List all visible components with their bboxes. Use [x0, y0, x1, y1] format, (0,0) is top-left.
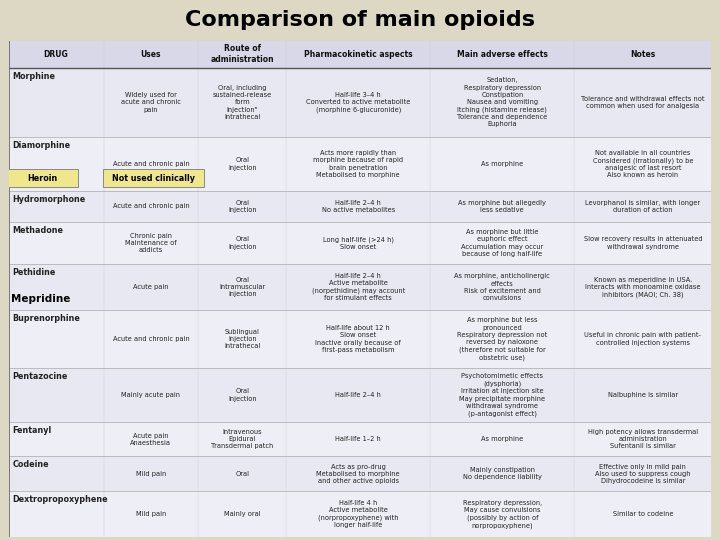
Text: Acute pain: Acute pain	[133, 284, 168, 290]
Text: Sedation,
Respiratory depression
Constipation
Nausea and vomiting
Itching (hista: Sedation, Respiratory depression Constip…	[457, 77, 547, 127]
Text: Oral
Injection: Oral Injection	[228, 200, 256, 213]
Text: Methadone: Methadone	[12, 226, 63, 235]
Text: Half-life 4 h
Active metabolite
(norpropoxyphene) with
longer half-life: Half-life 4 h Active metabolite (norprop…	[318, 500, 398, 528]
Text: Acute and chronic pain: Acute and chronic pain	[112, 204, 189, 210]
Bar	[9, 191, 711, 222]
Text: Mepridine: Mepridine	[11, 294, 70, 305]
Text: Notes: Notes	[630, 50, 655, 59]
Text: Buprenorphine: Buprenorphine	[12, 314, 80, 323]
Text: As morphine: As morphine	[481, 436, 523, 442]
Text: Tolerance and withdrawal effects not
common when used for analgesia: Tolerance and withdrawal effects not com…	[581, 96, 705, 109]
Text: Half-life 2–4 h: Half-life 2–4 h	[336, 392, 381, 398]
Text: Diamorphine: Diamorphine	[12, 141, 71, 150]
Text: As morphine but allegedly
less sedative: As morphine but allegedly less sedative	[459, 200, 546, 213]
Bar	[9, 456, 711, 491]
Text: Main adverse effects: Main adverse effects	[457, 50, 548, 59]
Text: Dextropropoxyphene: Dextropropoxyphene	[12, 495, 108, 504]
Text: Mild pain: Mild pain	[136, 511, 166, 517]
Text: Half-life about 12 h
Slow onset
Inactive orally because of
first-pass metabolism: Half-life about 12 h Slow onset Inactive…	[315, 325, 401, 353]
Text: DRUG: DRUG	[44, 50, 68, 59]
Text: Useful in chronic pain with patient-
controlled injection systems: Useful in chronic pain with patient- con…	[585, 333, 701, 346]
Bar	[9, 491, 711, 537]
Text: Heroin: Heroin	[27, 174, 58, 183]
Text: Oral
Injection: Oral Injection	[228, 237, 256, 249]
Text: Acts more rapidly than
morphine because of rapid
brain penetration
Metabolised t: Acts more rapidly than morphine because …	[313, 150, 403, 178]
Text: Pharmacokinetic aspects: Pharmacokinetic aspects	[304, 50, 413, 59]
Text: As morphine but less
pronounced
Respiratory depression not
reversed by naloxone
: As morphine but less pronounced Respirat…	[457, 318, 547, 361]
Text: Mainly oral: Mainly oral	[224, 511, 261, 517]
FancyBboxPatch shape	[103, 169, 204, 187]
Text: Route of
administration: Route of administration	[210, 44, 274, 64]
Bar	[9, 40, 711, 68]
Text: Not available in all countries
Considered (irrationally) to be
analgesic of last: Not available in all countries Considere…	[593, 150, 693, 178]
Text: As morphine but little
euphoric effect
Accumulation may occur
because of long ha: As morphine but little euphoric effect A…	[462, 229, 544, 257]
Bar	[9, 310, 711, 368]
Text: Nalbuphine is similar: Nalbuphine is similar	[608, 392, 678, 398]
Text: Half-life 3–4 h
Converted to active metabolite
(morphine 6-glucuronide): Half-life 3–4 h Converted to active meta…	[306, 92, 410, 113]
Text: Long half-life (>24 h)
Slow onset: Long half-life (>24 h) Slow onset	[323, 236, 394, 250]
Text: Half-life 2–4 h
No active metabolites: Half-life 2–4 h No active metabolites	[322, 200, 395, 213]
Text: Sublingual
Injection
Intrathecal: Sublingual Injection Intrathecal	[224, 329, 261, 349]
Text: Respiratory depression,
May cause convulsions
(possibly by action of
norpropoxyp: Respiratory depression, May cause convul…	[463, 500, 542, 529]
Bar	[9, 422, 711, 456]
Text: Oral
Injection: Oral Injection	[228, 157, 256, 171]
FancyBboxPatch shape	[8, 169, 78, 187]
Text: Oral: Oral	[235, 471, 249, 477]
Text: Oral
Injection: Oral Injection	[228, 388, 256, 402]
Text: Widely used for
acute and chronic
pain: Widely used for acute and chronic pain	[121, 92, 181, 113]
Text: Psychotomimetic effects
(dysphoria)
Irritation at injection site
May precipitate: Psychotomimetic effects (dysphoria) Irri…	[459, 373, 545, 416]
Text: Fentanyl: Fentanyl	[12, 426, 51, 435]
Text: Mainly acute pain: Mainly acute pain	[122, 392, 181, 398]
Text: Mild pain: Mild pain	[136, 471, 166, 477]
Text: Intravenous
Epidural
Transdermal patch: Intravenous Epidural Transdermal patch	[211, 429, 274, 449]
Text: Oral, including
sustained-release
form
Injectionᵃ
Intrathecal: Oral, including sustained-release form I…	[212, 85, 272, 120]
Text: High potency allows transdermal
administration
Sufentanil is similar: High potency allows transdermal administ…	[588, 429, 698, 449]
Text: Acute and chronic pain: Acute and chronic pain	[112, 336, 189, 342]
Text: Acts as pro-drug
Metabolised to morphine
and other active opioids: Acts as pro-drug Metabolised to morphine…	[316, 463, 400, 484]
Text: Levorphanol is similar, with longer
duration of action: Levorphanol is similar, with longer dura…	[585, 200, 701, 213]
Text: Slow recovery results in attenuated
withdrawal syndrome: Slow recovery results in attenuated with…	[583, 237, 702, 249]
Bar	[9, 137, 711, 191]
Text: Uses: Uses	[140, 50, 161, 59]
Text: Pentazocine: Pentazocine	[12, 372, 68, 381]
Text: Codeine: Codeine	[12, 461, 49, 469]
Bar	[9, 368, 711, 422]
Text: Oral
Intramuscular
injection: Oral Intramuscular injection	[219, 277, 266, 298]
Text: Pethidine: Pethidine	[12, 268, 55, 277]
Bar	[9, 68, 711, 137]
Text: Half-life 2–4 h
Active metabolite
(norpethidine) may account
for stimulant effec: Half-life 2–4 h Active metabolite (norpe…	[312, 273, 405, 301]
Text: Similar to codeine: Similar to codeine	[613, 511, 673, 517]
Text: Comparison of main opioids: Comparison of main opioids	[185, 10, 535, 30]
Bar	[9, 264, 711, 310]
Text: Morphine: Morphine	[12, 72, 55, 81]
Text: As morphine, anticholinergic
effects
Risk of excitement and
convulsions: As morphine, anticholinergic effects Ris…	[454, 273, 550, 301]
Text: Hydromorphone: Hydromorphone	[12, 195, 86, 204]
Text: Known as meperidine in USA.
Interacts with monoamine oxidase
inhibitors (MAOI; C: Known as meperidine in USA. Interacts wi…	[585, 276, 701, 298]
Bar	[9, 222, 711, 264]
Text: Effective only in mild pain
Also used to suppress cough
Dihydrocodeine is simila: Effective only in mild pain Also used to…	[595, 463, 690, 484]
Text: Half-life 1–2 h: Half-life 1–2 h	[336, 436, 381, 442]
Text: As morphine: As morphine	[481, 161, 523, 167]
Text: Not used clinically: Not used clinically	[112, 174, 195, 183]
Text: Mainly constipation
No dependence liability: Mainly constipation No dependence liabil…	[463, 467, 541, 481]
Text: Acute and chronic pain: Acute and chronic pain	[112, 161, 189, 167]
Text: Acute pain
Anaesthesia: Acute pain Anaesthesia	[130, 433, 171, 446]
Text: Chronic pain
Maintenance of
addicts: Chronic pain Maintenance of addicts	[125, 233, 176, 253]
